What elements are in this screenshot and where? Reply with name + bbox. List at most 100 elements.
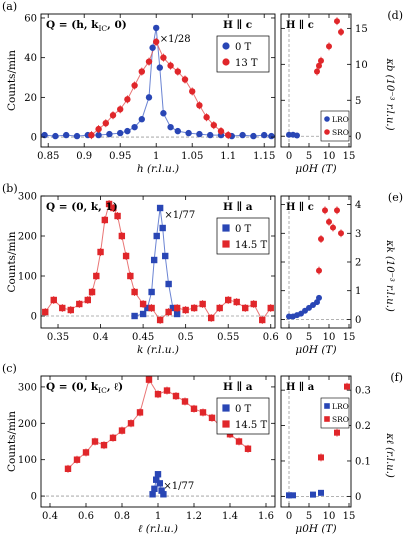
series-14.5-T xyxy=(64,375,252,473)
series-0-T xyxy=(41,24,275,140)
data-point xyxy=(165,308,172,316)
data-point xyxy=(153,232,160,240)
data-point xyxy=(242,304,249,312)
y-tick-label: 0.2 xyxy=(355,421,371,432)
legend-box xyxy=(216,397,270,435)
data-point xyxy=(122,252,130,260)
x-tick-label: 10 xyxy=(323,151,336,162)
data-point xyxy=(318,57,324,64)
data-point xyxy=(189,88,196,95)
y-axis-label: κℓ (r.l.u.) xyxy=(384,432,395,478)
x-tick-label: 0.45 xyxy=(132,332,154,343)
data-point xyxy=(136,409,144,416)
data-point xyxy=(190,405,198,412)
y-tick-label: 1 xyxy=(355,286,361,297)
legend-box xyxy=(216,217,270,255)
x-tick-label: 0 xyxy=(286,511,292,522)
y-tick-label: 60 xyxy=(24,13,37,24)
panel-e: 0 5 10 15 0 1 2 3 4 μ0H (T) κk (10⁻³ r.l.u.) (e) H ∥… xyxy=(280,191,403,356)
data-point xyxy=(154,390,162,398)
axes-frame xyxy=(40,13,276,148)
y-tick-label: 200 xyxy=(18,232,37,243)
data-point xyxy=(138,68,145,75)
data-point xyxy=(127,420,135,427)
x-axis-label: ℓ (r.l.u.) xyxy=(138,523,178,535)
series-0-T xyxy=(131,204,181,320)
x-tick-label: 1.4 xyxy=(222,511,238,522)
y-tick-label: 0 xyxy=(31,133,37,144)
x-axis-label: k (r.l.u.) xyxy=(137,344,179,356)
legend-label: 14.5 T xyxy=(235,420,267,431)
x-tick-label: 0.4 xyxy=(93,332,109,343)
data-point xyxy=(159,224,166,232)
data-point xyxy=(250,300,257,308)
series-SRO xyxy=(316,206,344,275)
data-point xyxy=(76,300,83,308)
x-tick-label: 0.4 xyxy=(42,511,58,522)
panel-d: 0 5 10 15 0 5 10 15 μ0H (T) κb (10⁻³ r.l.u.) (d) H … xyxy=(280,9,403,175)
y-axis-label: κb (10⁻³ r.l.u.) xyxy=(384,58,395,131)
x-tick-label: 0.55 xyxy=(217,332,239,343)
y-tick-label: 4 xyxy=(355,200,361,211)
data-point xyxy=(225,296,232,304)
panel-label: (c) xyxy=(2,362,17,375)
data-point xyxy=(173,310,181,318)
data-point xyxy=(67,306,74,314)
x-tick-label: 0.8 xyxy=(114,511,130,522)
data-point xyxy=(131,82,138,89)
series-0-T xyxy=(149,471,167,498)
data-point xyxy=(42,308,49,316)
data-point xyxy=(97,248,104,256)
data-point xyxy=(64,465,72,472)
x-tick-label: 1.6 xyxy=(258,511,274,522)
data-point xyxy=(334,18,340,25)
legend-label: LRO xyxy=(332,115,349,124)
legend-label: 13 T xyxy=(235,58,258,69)
data-point xyxy=(101,216,109,224)
x-tick-label: 1 xyxy=(155,511,161,522)
data-point xyxy=(149,491,156,498)
legend-label: 0 T xyxy=(235,404,252,415)
data-point xyxy=(225,131,232,139)
data-point xyxy=(199,409,207,416)
data-point xyxy=(217,127,225,135)
series-LRO xyxy=(286,294,322,320)
data-point xyxy=(210,121,217,129)
data-point xyxy=(62,131,70,139)
data-point xyxy=(145,58,153,65)
axes-frame xyxy=(280,375,352,508)
data-point xyxy=(148,304,155,312)
data-point xyxy=(163,387,171,394)
data-point xyxy=(316,294,322,301)
data-point xyxy=(268,132,275,140)
data-point xyxy=(196,102,203,109)
data-point xyxy=(124,96,131,103)
data-point xyxy=(73,132,81,140)
y-tick-label: 0 xyxy=(355,315,361,326)
data-point xyxy=(156,204,164,212)
data-point xyxy=(153,24,160,32)
data-point xyxy=(196,130,203,138)
data-point xyxy=(330,224,336,231)
x-tick-label: 1.05 xyxy=(181,151,203,162)
legend-marker xyxy=(222,420,230,428)
data-point xyxy=(235,438,243,445)
legend-marker xyxy=(222,240,230,248)
x-tick-label: 0 xyxy=(286,332,292,343)
panel-f: 0 5 10 15 0 0.1 0.2 0.3 μ0H (T) κℓ (r.l.u.) (f) H ∥… xyxy=(280,371,403,535)
series-LRO xyxy=(286,489,324,499)
data-point xyxy=(149,44,156,51)
data-point xyxy=(294,132,300,139)
legend-label: SRO xyxy=(332,128,349,137)
data-point xyxy=(316,267,322,274)
data-point xyxy=(148,288,155,296)
data-point xyxy=(158,487,165,494)
data-point xyxy=(114,212,121,220)
data-point xyxy=(153,38,160,45)
data-point xyxy=(131,312,138,320)
x-tick-label: 5 xyxy=(306,511,312,522)
data-point xyxy=(207,131,214,139)
y-axis-label: Counts/min xyxy=(6,411,18,472)
x-tick-label: 0.95 xyxy=(109,151,131,162)
x-tick-label: 0.85 xyxy=(37,151,59,162)
